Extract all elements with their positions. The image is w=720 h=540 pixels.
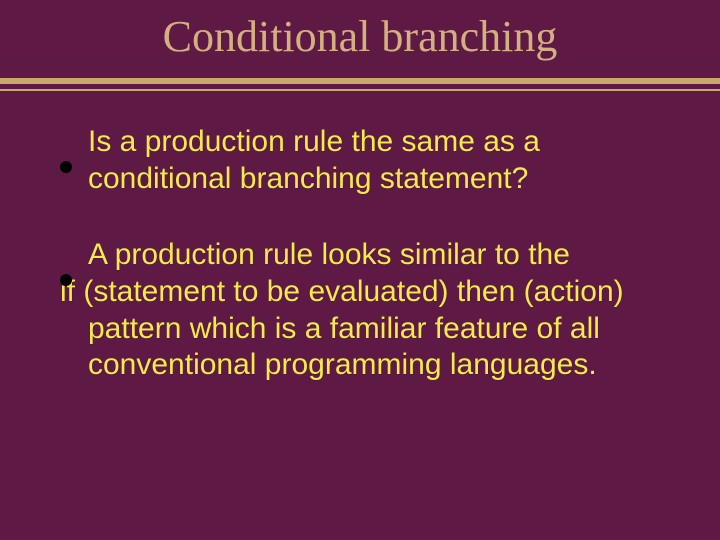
slide-container: Conditional branching Is a production ru… xyxy=(0,0,720,540)
bullet-row: A production rule looks similar to the xyxy=(60,237,672,274)
bullet-item-2: A production rule looks similar to the i… xyxy=(60,237,672,383)
bullet-dot-icon xyxy=(60,161,72,173)
bullet-text-flush-line: if (statement to be evaluated) then (act… xyxy=(60,274,672,311)
bullet-text-continuation: conventional programming languages. xyxy=(88,347,672,384)
bullet-row: Is a production rule the same as a xyxy=(60,124,672,161)
title-region: Conditional branching xyxy=(0,0,720,78)
bullet-text-line: Is a production rule the same as a xyxy=(88,124,672,161)
separator-thin-line xyxy=(0,89,720,91)
bullet-text-continuation: pattern which is a familiar feature of a… xyxy=(88,311,672,348)
separator-thick-line xyxy=(0,78,720,84)
bullet-text-line: A production rule looks similar to the xyxy=(88,237,672,274)
title-separator xyxy=(0,78,720,92)
body-region: Is a production rule the same as a condi… xyxy=(0,124,720,384)
bullet-text-continuation: conditional branching statement? xyxy=(88,161,672,198)
bullet-item-1: Is a production rule the same as a condi… xyxy=(60,124,672,197)
slide-title: Conditional branching xyxy=(0,14,720,60)
